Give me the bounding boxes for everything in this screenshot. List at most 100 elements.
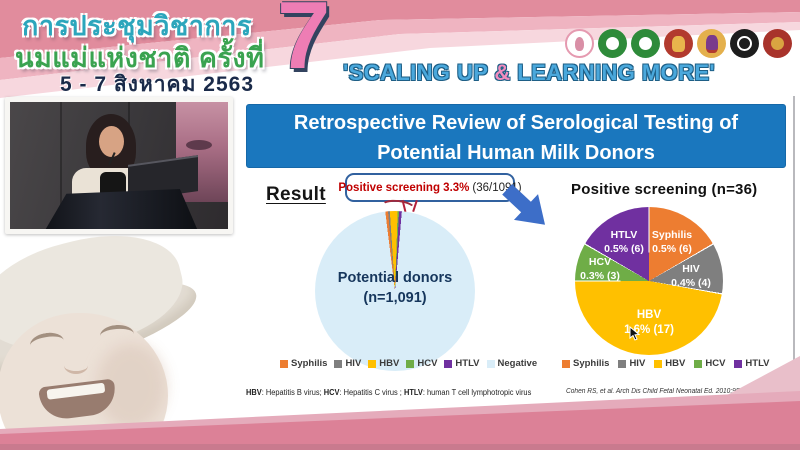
conference-date: 5 - 7 สิงหาคม 2563 — [60, 73, 255, 96]
legend-item-hcv: HCV — [694, 358, 725, 369]
screen-image-blur — [186, 140, 212, 150]
hbv-definition: : Hepatitis B virus; — [261, 388, 324, 397]
baby-teeth — [46, 382, 106, 400]
legend-item-hcv: HCV — [406, 358, 437, 369]
presenter-face — [99, 126, 124, 157]
syphilis-swatch-icon — [562, 359, 570, 368]
serology-legend: Syphilis HIV HBV HCV HTLV Negative — [280, 358, 537, 369]
hiv-swatch-icon — [334, 359, 343, 368]
legend-item-htlv: HTLV — [734, 358, 770, 369]
legend-label: HIV — [629, 358, 646, 369]
slice-value: 1.6% (17) — [624, 323, 674, 336]
thai-health-sss-logo-icon: สสส — [796, 29, 800, 58]
slide-title-line1: Retrospective Review of Serological Test… — [293, 112, 739, 134]
slogan-close: LEARNING MORE' — [510, 60, 716, 85]
legend-item-syphilis: Syphilis — [280, 358, 327, 369]
slice-label-hiv: HIV 0.4% (4) — [659, 263, 723, 290]
conference-slogan: 'SCALING UP & LEARNING MORE' — [343, 60, 715, 86]
royal-college-red-logo-icon — [664, 29, 693, 58]
podium — [45, 189, 198, 229]
positive-screening-title: Positive screening (n=36) — [571, 181, 758, 198]
mouse-cursor-icon — [629, 326, 641, 341]
syphilis-swatch-icon — [280, 359, 288, 368]
legend-label: HTLV — [745, 358, 770, 369]
hbv-swatch-icon — [368, 359, 377, 368]
mother-and-child-logo-icon — [565, 29, 594, 58]
hcv-swatch-icon — [406, 359, 415, 368]
baby-nose — [64, 357, 88, 374]
royal-college-gold-logo-icon — [697, 29, 726, 58]
htlv-abbr: HTLV — [403, 388, 423, 397]
slide-title-line2: Potential Human Milk Donors — [377, 142, 655, 164]
partner-logos: สสส — [565, 29, 800, 58]
legend-item-syphilis: Syphilis — [562, 358, 609, 369]
slice-value: 0.4% (4) — [671, 276, 711, 289]
slice-label-hbv: HBV 1.6% (17) — [611, 308, 687, 338]
slice-name: HIV — [682, 263, 700, 275]
medical-council-logo-icon — [631, 29, 660, 58]
legend-label: HTLV — [455, 358, 480, 369]
legend-item-negative: Negative — [486, 358, 538, 369]
slice-name: Syphilis — [651, 229, 693, 241]
legend-label: HBV — [665, 358, 686, 369]
legend-item-hbv: HBV — [368, 358, 399, 369]
legend-label: HIV — [345, 358, 362, 369]
red-crown-emblem-logo-icon — [763, 29, 792, 58]
slide-title-bar: Retrospective Review of Serological Test… — [246, 104, 786, 168]
slice-name: HCV — [588, 256, 612, 268]
presenter-video — [5, 97, 233, 234]
htlv-swatch-icon — [444, 359, 453, 368]
slogan-ampersand: & — [494, 60, 511, 85]
htlv-definition: : human T cell lymphotropic virus — [422, 388, 532, 397]
slogan-open: 'SCALING UP — [343, 60, 495, 85]
slice-name: HBV — [636, 309, 662, 321]
donors-pie-center-label: Potential donors (n=1,091) — [315, 269, 475, 308]
legend-item-hbv: HBV — [654, 358, 685, 369]
edition-number: 7 — [277, 0, 331, 89]
conference-title-line1: การประชุมวิชาการ — [22, 11, 252, 41]
positive-pie-chart: Syphilis 0.5% (6) HIV 0.4% (4) HBV 1.6% (17… — [575, 207, 723, 355]
abbreviation-footnote: HBV: Hepatitis B virus; HCV: Hepatitis C… — [246, 388, 531, 397]
slice-value: 0.3% (3) — [580, 269, 620, 282]
donors-label-line2: (n=1,091) — [363, 289, 427, 306]
slice-label-syphilis: Syphilis 0.5% (6) — [637, 229, 707, 256]
legend-label: Syphilis — [573, 358, 610, 369]
stage-panel-seam — [60, 102, 62, 229]
positive-legend: Syphilis HIV HBV HCV HTLV — [562, 358, 770, 369]
legend-label: Negative — [497, 358, 538, 369]
hbv-abbr: HBV — [246, 388, 262, 397]
reference-citation: Cohen RS, et al. Arch Dis Child Fetal Ne… — [566, 388, 775, 395]
hbv-swatch-icon — [654, 359, 663, 368]
legend-label: Syphilis — [291, 358, 328, 369]
result-heading: Result — [266, 184, 326, 205]
legend-label: HCV — [417, 358, 438, 369]
public-health-logo-icon — [598, 29, 627, 58]
hiv-swatch-icon — [618, 359, 627, 368]
slide-right-edge — [793, 96, 795, 450]
legend-item-hiv: HIV — [618, 358, 645, 369]
baby-photo — [0, 217, 238, 450]
slice-label-htlv: HTLV 0.5% (6) — [591, 229, 657, 256]
negative-swatch-icon — [486, 359, 495, 368]
positive-screening-callout: Positive screening 3.3% (36/1091) — [338, 173, 522, 202]
slice-label-hcv: HCV 0.3% (3) — [569, 256, 631, 283]
monochrome-emblem-logo-icon — [730, 29, 759, 58]
video-scene — [10, 102, 228, 229]
hcv-definition: : Hepatitis C virus ; — [339, 388, 404, 397]
legend-item-hiv: HIV — [334, 358, 361, 369]
donors-label-line1: Potential donors — [337, 270, 453, 286]
legend-item-htlv: HTLV — [444, 358, 480, 369]
htlv-swatch-icon — [734, 359, 743, 368]
callout-highlight: Positive screening 3.3% — [338, 181, 470, 194]
slice-name: HTLV — [610, 229, 638, 241]
legend-label: HCV — [705, 358, 726, 369]
slice-value: 0.5% (6) — [604, 242, 644, 255]
hcv-abbr: HCV — [323, 388, 340, 397]
slice-value: 0.5% (6) — [652, 242, 692, 255]
legend-label: HBV — [379, 358, 400, 369]
hcv-swatch-icon — [694, 359, 703, 368]
conference-title-line2: นมแม่แห่งชาติ ครั้งที่ — [15, 43, 265, 73]
donors-pie-chart: Potential donors (n=1,091) — [315, 211, 475, 371]
